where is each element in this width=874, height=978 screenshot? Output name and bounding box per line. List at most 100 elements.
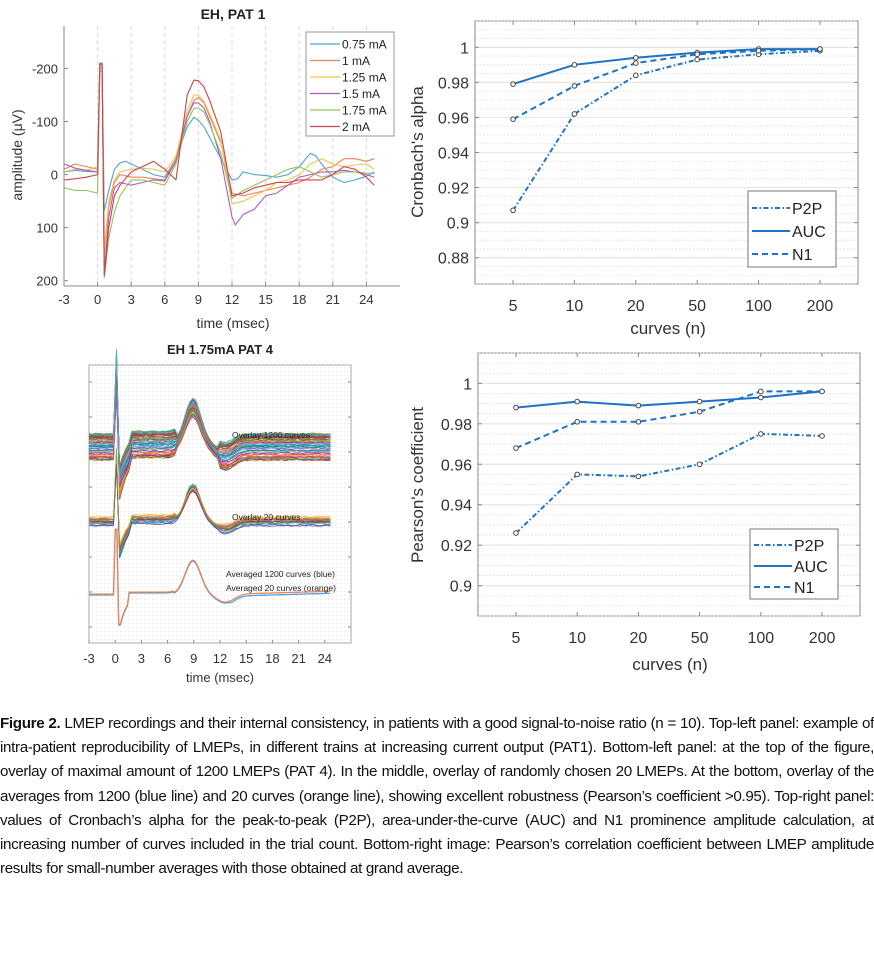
x-ticks: 5 10 20 50 100 200 — [512, 353, 835, 647]
x-tick-label: 5 — [512, 630, 521, 647]
legend-label: 0.75 mA — [342, 38, 387, 52]
x-tick-label: 0 — [112, 651, 119, 666]
series-group — [513, 388, 825, 536]
data-point-p2p — [633, 72, 639, 79]
legend-box — [749, 528, 839, 600]
data-point-auc — [696, 398, 703, 405]
overlay-20-curve — [88, 463, 331, 555]
x-tick-label: 18 — [265, 651, 279, 666]
y-tick-label: 0.92 — [441, 538, 472, 555]
figure-caption: Figure 2. LMEP recordings and their inte… — [0, 712, 874, 881]
chart-cronbach-alpha: 0.88 0.9 0.92 0.94 0.96 0.98 1 5 10 20 50 100 200 c… — [408, 20, 859, 338]
legend-label: 1.5 mA — [342, 87, 380, 101]
x-tick-label: 3 — [128, 292, 135, 307]
legend-label: P2P — [792, 201, 822, 218]
legend-label: P2P — [794, 538, 824, 555]
y-tick-label: 1 — [460, 40, 469, 57]
y-axis-label: Pearson's coefficient — [408, 407, 427, 563]
x-tick-label: 15 — [239, 651, 253, 666]
overlay-1200-curve — [88, 350, 331, 473]
x-tick-label: 15 — [258, 292, 272, 307]
y-tick-label: 0.94 — [438, 146, 469, 163]
data-point-n1 — [633, 60, 639, 66]
x-ticks: -3 0 3 6 9 12 15 18 21 24 — [83, 640, 332, 666]
legend-label: 1.25 mA — [342, 71, 387, 85]
annotation-overlay-1200: Overlay 1200 curves — [232, 430, 310, 440]
overlay-20-curve — [88, 454, 331, 546]
legend: P2P AUC N1 — [747, 190, 837, 268]
data-point-auc — [513, 404, 519, 411]
legend-label: AUC — [792, 224, 826, 241]
data-point-n1 — [510, 116, 516, 122]
averaged-20-curve — [89, 528, 331, 625]
series-group — [63, 62, 375, 279]
legend-box — [747, 190, 837, 268]
annotation-overlay-20: Overlay 20 curves — [232, 512, 301, 522]
y-tick-label: 0 — [51, 168, 58, 183]
data-point-p2p — [571, 111, 578, 117]
x-tick-label: 20 — [627, 298, 645, 315]
data-point-p2p — [574, 471, 580, 478]
x-tick-label: 6 — [164, 651, 171, 666]
data-point-n1 — [819, 388, 825, 395]
data-point-p2p — [510, 207, 516, 214]
y-tick-label: 0.88 — [438, 251, 469, 268]
y-axis-label: Cronbach's alpha — [408, 86, 427, 218]
x-tick-label: 3 — [138, 651, 145, 666]
grid — [479, 352, 859, 617]
overlay-1200-curve — [88, 359, 331, 483]
y-tick-label: -100 — [32, 115, 58, 130]
y-tick-label: 100 — [36, 221, 58, 236]
series-line-p2p — [515, 432, 823, 534]
y-tick-label: 0.96 — [438, 110, 469, 127]
x-axis-label: time (msec) — [186, 670, 254, 685]
x-tick-label: 21 — [326, 292, 340, 307]
x-tick-label: 100 — [745, 298, 772, 315]
data-point-auc — [510, 81, 516, 87]
x-tick-label: 100 — [747, 630, 774, 647]
x-ticks: -3 0 3 6 9 12 15 18 21 24 — [58, 282, 374, 307]
data-point-n1 — [817, 46, 823, 52]
series-group — [88, 348, 331, 626]
x-tick-label: -3 — [83, 651, 95, 666]
right-ticks — [89, 381, 351, 628]
series-line-2-ma — [63, 63, 375, 276]
plot-area — [88, 364, 352, 644]
y-tick-label: 0.9 — [447, 216, 469, 233]
data-point-p2p — [513, 530, 519, 536]
y-tick-label: 0.94 — [441, 498, 472, 515]
x-tick-label: 18 — [292, 292, 306, 307]
y-tick-label: 0.92 — [438, 181, 469, 198]
legend-label: 2 mA — [342, 120, 370, 134]
x-tick-label: -3 — [58, 292, 70, 307]
series-line-auc — [515, 390, 823, 409]
annotation-avg-20: Averaged 20 curves (orange) — [226, 583, 336, 593]
overlay-1200-curve — [88, 378, 331, 488]
y-tick-label: 1 — [463, 376, 472, 393]
x-tick-label: 9 — [195, 292, 202, 307]
y-tick-label: 0.96 — [441, 457, 472, 474]
data-point-n1 — [758, 388, 764, 395]
y-tick-label: 200 — [36, 274, 58, 289]
y-ticks: -200 -100 0 100 200 — [32, 61, 68, 289]
x-tick-label: 24 — [318, 651, 332, 666]
data-point-auc — [574, 398, 580, 405]
caption-label: Figure 2. — [0, 715, 61, 732]
annotation-avg-1200: Averaged 1200 curves (blue) — [226, 569, 335, 579]
data-point-n1 — [635, 418, 642, 425]
x-axis-label: curves (n) — [630, 319, 706, 338]
legend: P2P AUC N1 — [749, 528, 839, 600]
chart-title: EH 1.75mA PAT 4 — [167, 342, 274, 357]
data-point-n1 — [755, 48, 762, 54]
data-point-p2p — [694, 56, 700, 63]
x-tick-label: 10 — [566, 298, 584, 315]
data-point-n1 — [574, 418, 580, 425]
data-point-auc — [571, 62, 578, 68]
legend-label: 1.75 mA — [342, 104, 387, 118]
chart-title: EH, PAT 1 — [201, 6, 266, 22]
data-point-p2p — [696, 461, 703, 468]
data-point-p2p — [758, 431, 764, 437]
x-ticks: 5 10 20 50 100 200 — [509, 21, 833, 315]
x-tick-label: 10 — [568, 630, 586, 647]
x-tick-label: 50 — [691, 630, 709, 647]
